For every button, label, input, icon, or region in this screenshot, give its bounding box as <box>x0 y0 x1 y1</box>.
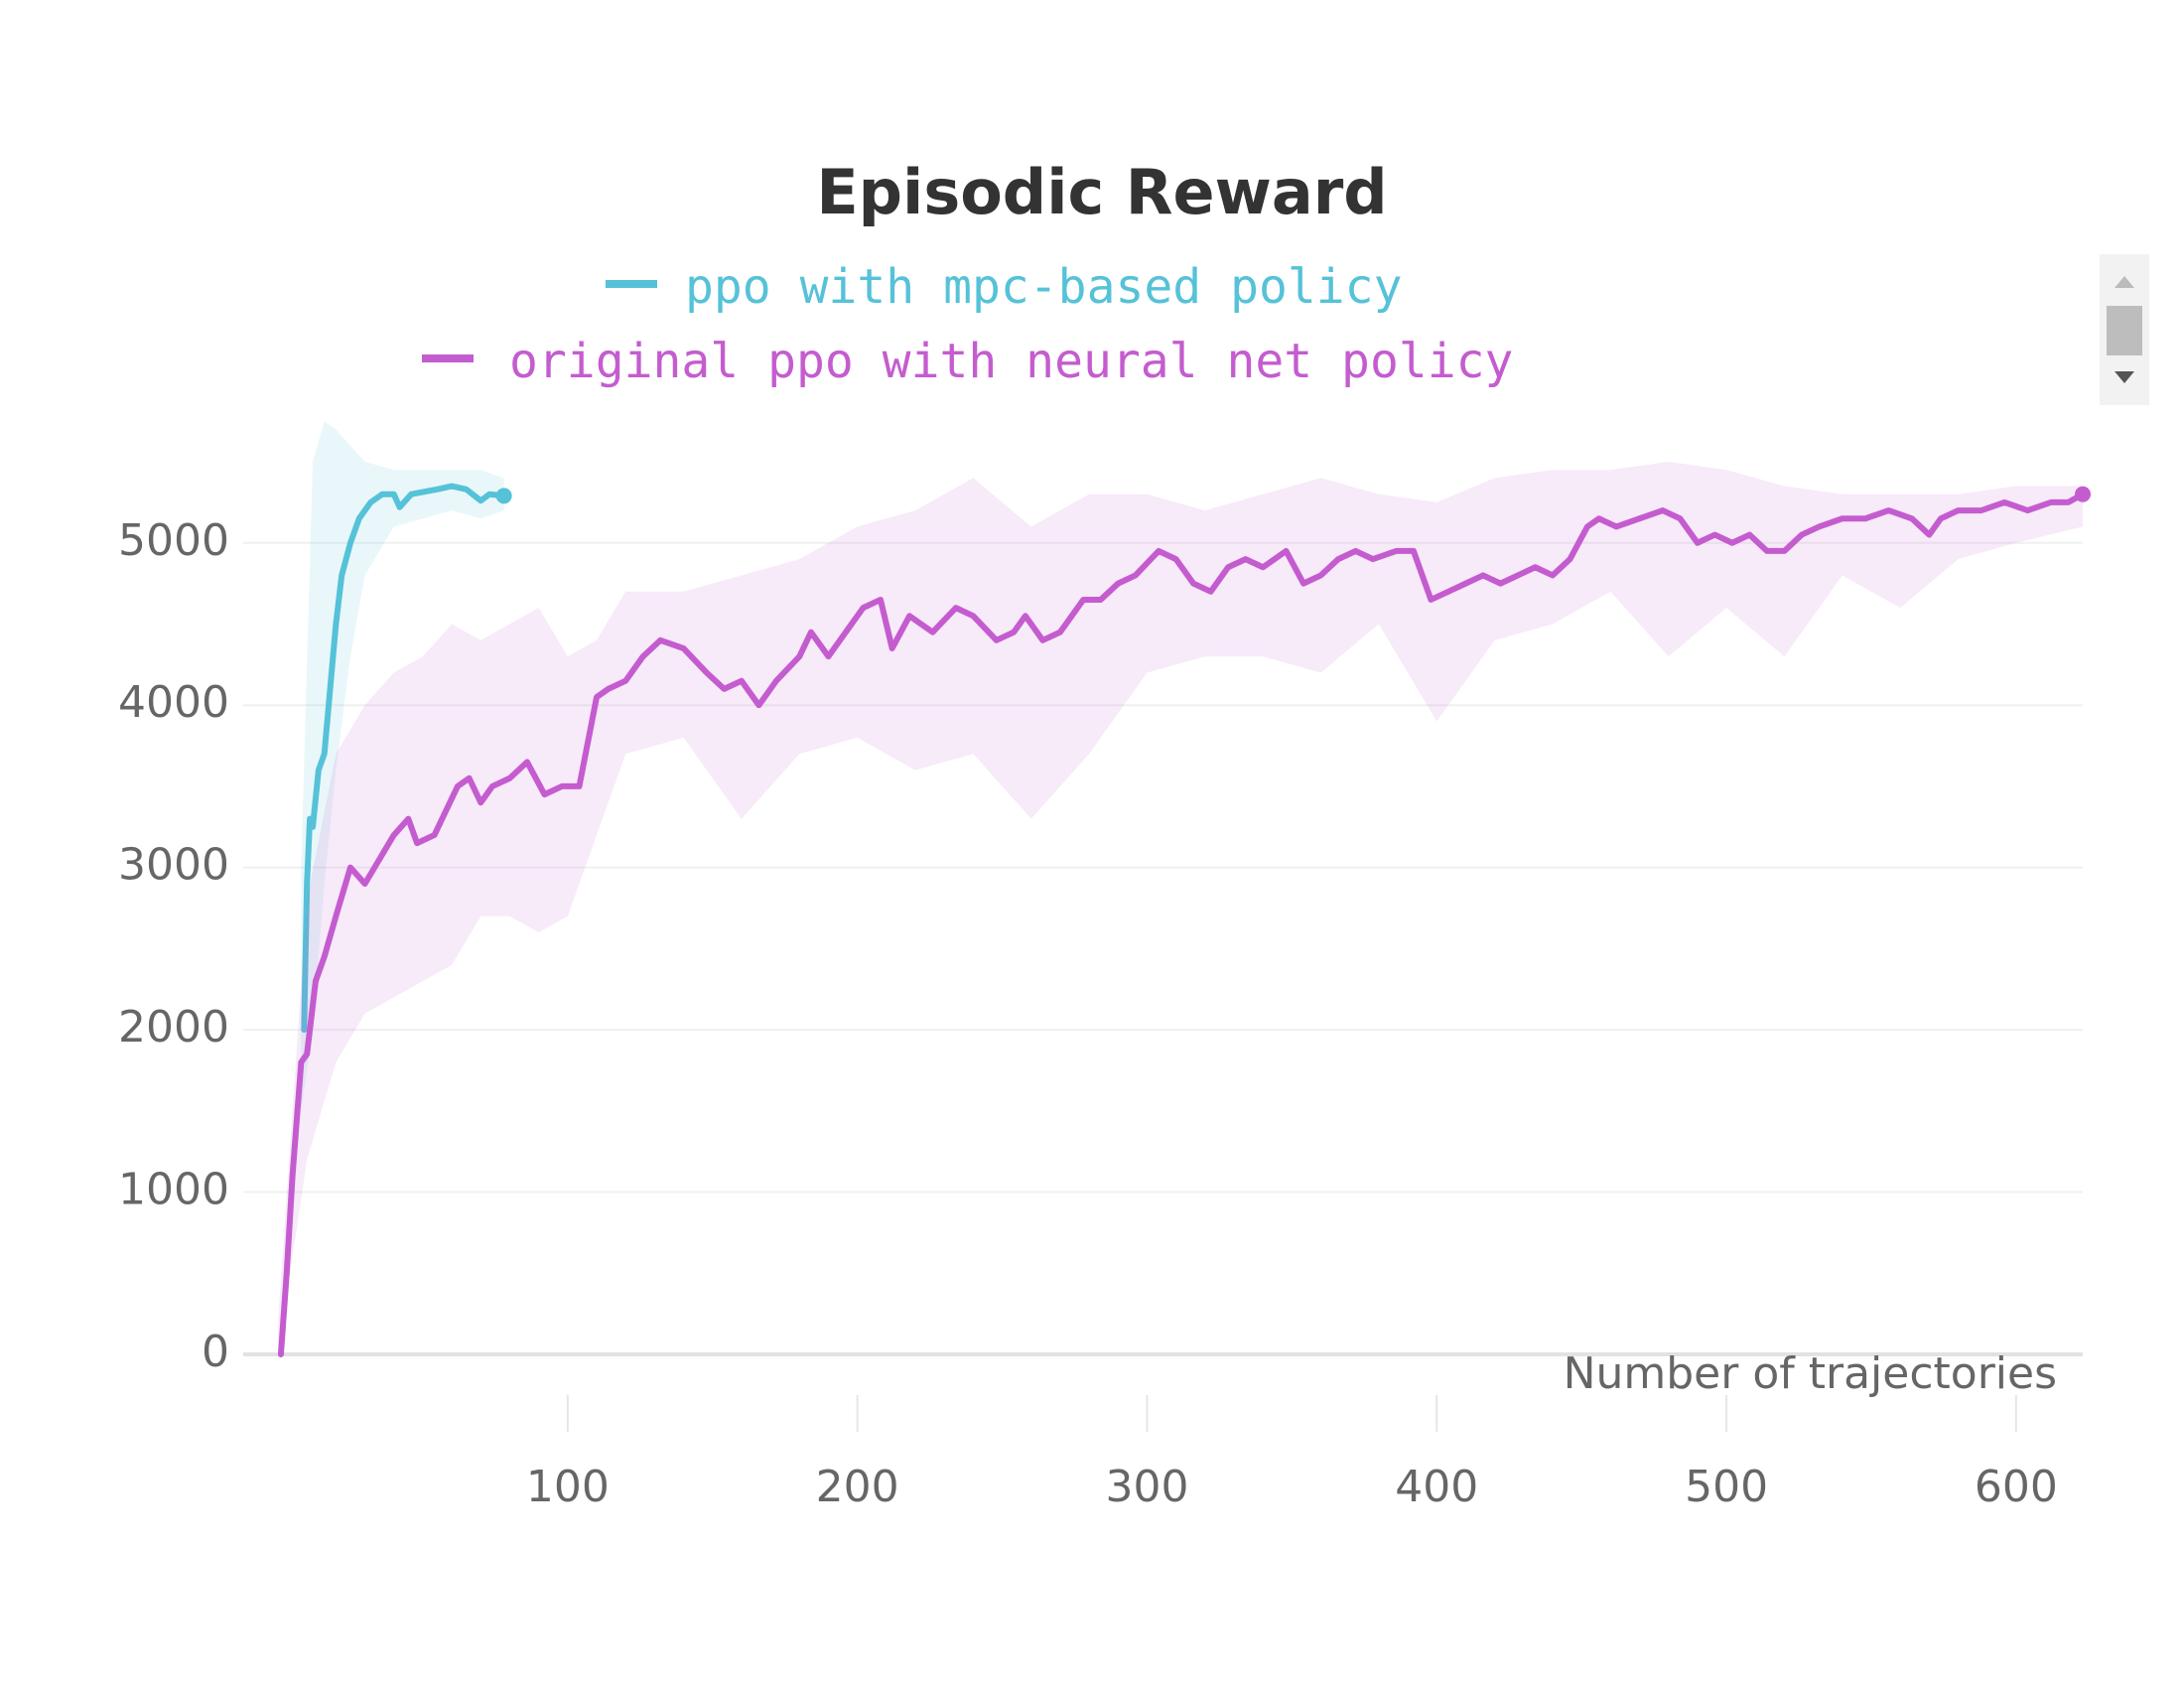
series-line <box>277 491 2086 1357</box>
end-point <box>495 488 512 504</box>
x-tick-label: 500 <box>1685 1462 1768 1512</box>
end-point <box>2075 486 2091 502</box>
x-tick-label: 100 <box>526 1462 610 1512</box>
series-line <box>301 483 507 1034</box>
x-tick-label: 300 <box>1105 1462 1188 1512</box>
y-tick-label: 3000 <box>118 840 229 891</box>
plot-area: 0 1000 2000 3000 4000 5000 100 200 300 400 500 600 N… <box>118 421 2091 1512</box>
scroll-up[interactable] <box>2115 276 2134 288</box>
y-tick-label: 5000 <box>118 515 229 566</box>
scroll-down[interactable] <box>2115 371 2134 383</box>
x-axis-label: Number of trajectories <box>1564 1348 2057 1399</box>
y-tick-label: 4000 <box>118 677 229 728</box>
band <box>301 421 504 1111</box>
y-tick-label: 0 <box>202 1327 229 1377</box>
chart-title: Episodic Reward <box>816 156 1387 228</box>
legend-label: ppo with mpc-based policy <box>685 259 1402 315</box>
x-tick-label: 600 <box>1975 1462 2058 1512</box>
scroll-thumb[interactable] <box>2107 306 2142 355</box>
y-tick-label: 2000 <box>118 1002 229 1053</box>
legend-label: original ppo with neural net policy <box>509 334 1513 389</box>
x-tick-label: 200 <box>816 1462 899 1512</box>
legend-scrollbar[interactable] <box>2100 254 2149 405</box>
y-tick-label: 1000 <box>118 1165 229 1215</box>
x-tick-label: 400 <box>1395 1462 1478 1512</box>
